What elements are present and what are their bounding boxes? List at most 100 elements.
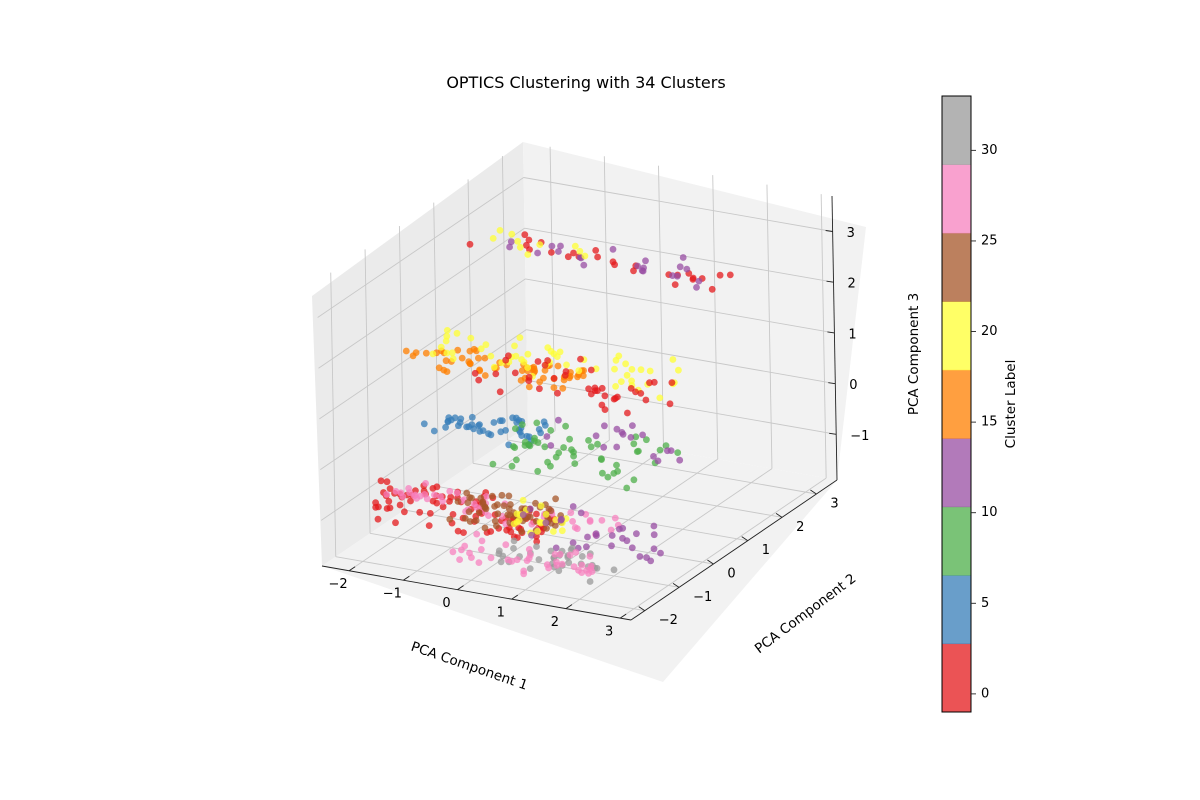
data-point [612, 395, 619, 402]
data-point [585, 570, 592, 577]
data-point [599, 469, 606, 477]
data-point [448, 349, 456, 357]
data-point [674, 449, 682, 456]
data-point [531, 367, 539, 375]
gridline-z [319, 278, 526, 420]
data-point [552, 544, 560, 552]
data-point [708, 285, 716, 293]
data-point [533, 510, 540, 518]
data-point [407, 497, 414, 505]
y-tick-label: 3 [830, 497, 838, 512]
data-point [542, 511, 550, 518]
gridline-z [317, 177, 524, 318]
data-point [437, 493, 444, 500]
z-tick-label: 1 [848, 327, 856, 342]
x-tick [403, 575, 410, 581]
chart-title: OPTICS Clustering with 34 Clusters [446, 73, 725, 92]
data-point [601, 422, 608, 430]
data-point [454, 527, 462, 535]
data-point [552, 516, 560, 524]
z-tick [827, 331, 835, 334]
data-point [676, 263, 684, 271]
data-point [551, 551, 559, 558]
data-point [540, 418, 548, 426]
data-point [669, 272, 676, 279]
data-point [401, 508, 408, 516]
data-point [656, 394, 664, 402]
data-point [586, 517, 594, 524]
data-point [570, 249, 577, 257]
data-point [500, 502, 508, 510]
data-point [562, 422, 569, 430]
data-point [601, 392, 609, 400]
data-point [512, 425, 519, 432]
data-point [411, 491, 419, 499]
data-point [536, 385, 543, 393]
data-point [487, 554, 495, 562]
data-point [442, 423, 449, 431]
data-point [531, 434, 538, 442]
cluster-32 [495, 537, 618, 585]
data-point [580, 261, 588, 269]
data-point [454, 498, 462, 505]
data-point [611, 514, 619, 522]
colorbar-band [942, 369, 971, 439]
data-point [555, 449, 563, 457]
colorbar-band [942, 506, 971, 576]
data-point [608, 542, 615, 550]
data-point [446, 498, 453, 505]
gridline-y [501, 155, 508, 441]
pane-left [312, 142, 528, 566]
data-point [383, 491, 390, 498]
data-point [598, 517, 606, 524]
data-point [442, 337, 450, 345]
data-point [481, 372, 489, 379]
data-point [377, 477, 385, 485]
x-tick [457, 585, 464, 591]
data-point [518, 356, 525, 363]
gridline-x [511, 458, 718, 600]
gridline-y [364, 249, 371, 534]
data-point [477, 345, 485, 353]
data-point [533, 538, 541, 545]
data-point [513, 456, 520, 464]
data-point [566, 435, 573, 443]
gridline-z [526, 329, 836, 385]
data-point [498, 491, 506, 499]
data-point [443, 327, 451, 334]
y-axis-label: PCA Component 2 [752, 571, 859, 657]
data-point [405, 485, 412, 492]
data-point [541, 443, 549, 451]
data-point [557, 242, 564, 250]
data-point [547, 507, 555, 515]
data-point [534, 467, 542, 475]
data-point [683, 265, 691, 273]
data-point [563, 361, 570, 369]
data-point [551, 522, 559, 529]
colorbar-ticks: 0 5 10 15 20 25 30 [971, 143, 998, 701]
data-point [609, 258, 617, 266]
data-point [618, 429, 626, 436]
data-point [458, 354, 466, 362]
y-tick [707, 559, 714, 565]
data-point [464, 499, 472, 507]
data-point [628, 544, 636, 552]
x-tick [565, 604, 573, 610]
data-point [633, 530, 640, 538]
gridline-z [523, 177, 833, 232]
data-point [586, 553, 594, 560]
data-point [561, 371, 569, 379]
cluster-12 [506, 238, 703, 291]
data-point [650, 545, 658, 553]
data-point [566, 372, 574, 380]
data-point [518, 528, 525, 535]
data-point [544, 458, 551, 466]
data-point [568, 446, 575, 454]
data-point [577, 509, 585, 517]
data-point [495, 547, 503, 555]
data-point [556, 348, 564, 356]
data-point [466, 360, 474, 367]
data-point [637, 366, 645, 374]
data-point [489, 235, 497, 242]
